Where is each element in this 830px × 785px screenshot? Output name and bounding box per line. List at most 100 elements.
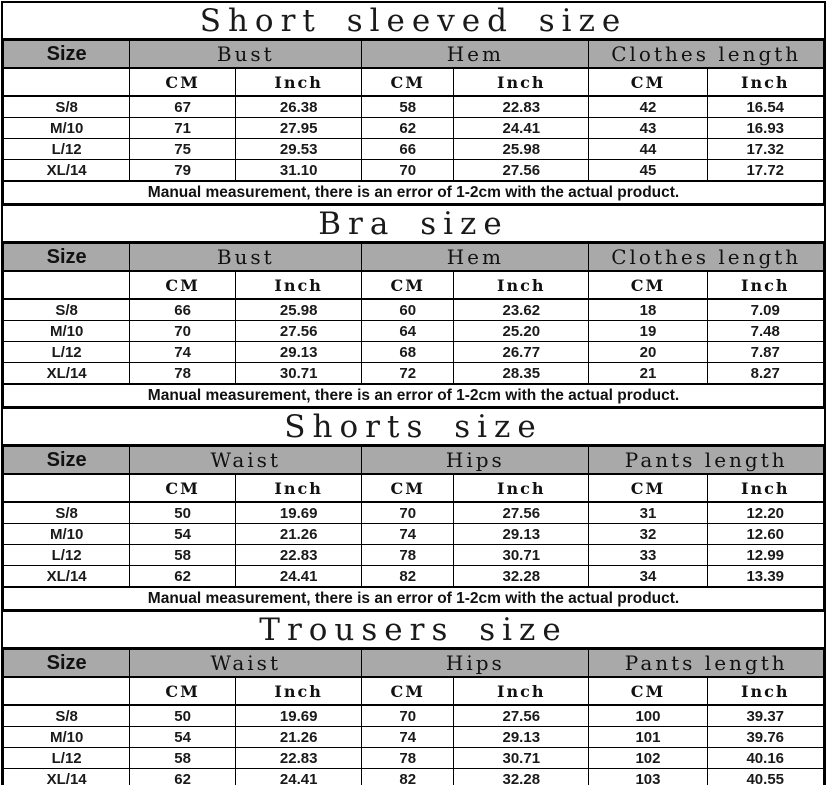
empty-cell bbox=[2, 67, 131, 97]
table-row: XL/14 62 24.41 82 32.28 34 13.39 bbox=[2, 565, 824, 588]
size-column-header: Size bbox=[2, 446, 131, 475]
value-cell: 62 bbox=[129, 565, 237, 588]
value-cell: 24.41 bbox=[235, 768, 363, 785]
size-cell: XL/14 bbox=[2, 768, 131, 785]
value-cell: 12.99 bbox=[706, 544, 824, 566]
value-cell: 12.60 bbox=[706, 523, 824, 545]
value-cell: 22.83 bbox=[453, 95, 590, 118]
cm-unit-label: CM bbox=[588, 67, 708, 97]
value-cell: 29.13 bbox=[453, 726, 590, 748]
value-cell: 27.95 bbox=[235, 117, 363, 139]
cm-unit-label: CM bbox=[361, 473, 455, 503]
value-cell: 40.16 bbox=[706, 747, 824, 769]
inch-unit-label: Inch bbox=[453, 676, 590, 706]
value-cell: 62 bbox=[129, 768, 237, 785]
size-column-header: Size bbox=[2, 649, 131, 678]
value-cell: 34 bbox=[588, 565, 708, 588]
size-cell: M/10 bbox=[2, 726, 131, 748]
cm-unit-label: CM bbox=[129, 270, 237, 300]
value-cell: 16.93 bbox=[706, 117, 824, 139]
group-header: Clothes length bbox=[588, 40, 824, 69]
value-cell: 30.71 bbox=[235, 362, 363, 385]
group-header: Pants length bbox=[588, 446, 824, 475]
table-row: XL/14 62 24.41 82 32.28 103 40.55 bbox=[2, 768, 824, 785]
value-cell: 29.13 bbox=[235, 341, 363, 363]
inch-unit-label: Inch bbox=[235, 67, 363, 97]
size-cell: XL/14 bbox=[2, 362, 131, 385]
cm-unit-label: CM bbox=[588, 270, 708, 300]
chart-title: Short sleeved size bbox=[3, 3, 824, 40]
value-cell: 42 bbox=[588, 95, 708, 118]
value-cell: 74 bbox=[129, 341, 237, 363]
value-cell: 27.56 bbox=[453, 159, 590, 182]
value-cell: 20 bbox=[588, 341, 708, 363]
value-cell: 101 bbox=[588, 726, 708, 748]
inch-unit-label: Inch bbox=[706, 676, 824, 706]
value-cell: 27.56 bbox=[453, 501, 590, 524]
value-cell: 7.09 bbox=[706, 298, 824, 321]
value-cell: 17.32 bbox=[706, 138, 824, 160]
empty-cell bbox=[2, 270, 131, 300]
value-cell: 26.38 bbox=[235, 95, 363, 118]
table-row: L/12 58 22.83 78 30.71 33 12.99 bbox=[2, 544, 824, 566]
inch-unit-label: Inch bbox=[453, 270, 590, 300]
table-row: L/12 58 22.83 78 30.71 102 40.16 bbox=[2, 747, 824, 769]
unit-subheader-row: CM Inch CM Inch CM Inch bbox=[2, 473, 824, 503]
group-header: Pants length bbox=[588, 649, 824, 678]
unit-subheader-row: CM Inch CM Inch CM Inch bbox=[2, 67, 824, 97]
value-cell: 82 bbox=[361, 768, 455, 785]
value-cell: 19 bbox=[588, 320, 708, 342]
value-cell: 22.83 bbox=[235, 747, 363, 769]
size-cell: L/12 bbox=[2, 544, 131, 566]
value-cell: 50 bbox=[129, 501, 237, 524]
value-cell: 25.98 bbox=[235, 298, 363, 321]
cm-unit-label: CM bbox=[129, 67, 237, 97]
cm-unit-label: CM bbox=[361, 676, 455, 706]
size-cell: XL/14 bbox=[2, 565, 131, 588]
cm-unit-label: CM bbox=[129, 676, 237, 706]
inch-unit-label: Inch bbox=[706, 270, 824, 300]
size-cell: M/10 bbox=[2, 523, 131, 545]
table-row: S/8 67 26.38 58 22.83 42 16.54 bbox=[2, 95, 824, 118]
value-cell: 7.87 bbox=[706, 341, 824, 363]
value-cell: 66 bbox=[129, 298, 237, 321]
measurement-note: Manual measurement, there is an error of… bbox=[3, 586, 824, 610]
size-cell: M/10 bbox=[2, 117, 131, 139]
size-cell: S/8 bbox=[2, 704, 131, 727]
size-chart-section: Shorts size Size Waist Hips Pants length CM In… bbox=[2, 409, 824, 612]
value-cell: 25.20 bbox=[453, 320, 590, 342]
value-cell: 22.83 bbox=[235, 544, 363, 566]
inch-unit-label: Inch bbox=[453, 67, 590, 97]
value-cell: 21.26 bbox=[235, 523, 363, 545]
value-cell: 58 bbox=[129, 747, 237, 769]
value-cell: 30.71 bbox=[453, 544, 590, 566]
table-row: M/10 71 27.95 62 24.41 43 16.93 bbox=[2, 117, 824, 139]
value-cell: 31 bbox=[588, 501, 708, 524]
value-cell: 39.76 bbox=[706, 726, 824, 748]
value-cell: 33 bbox=[588, 544, 708, 566]
inch-unit-label: Inch bbox=[453, 473, 590, 503]
size-column-header: Size bbox=[2, 40, 131, 69]
cm-unit-label: CM bbox=[129, 473, 237, 503]
value-cell: 32 bbox=[588, 523, 708, 545]
size-chart-section: Bra size Size Bust Hem Clothes length CM Inch C… bbox=[2, 206, 824, 409]
value-cell: 27.56 bbox=[235, 320, 363, 342]
value-cell: 74 bbox=[361, 523, 455, 545]
value-cell: 25.98 bbox=[453, 138, 590, 160]
value-cell: 64 bbox=[361, 320, 455, 342]
value-cell: 102 bbox=[588, 747, 708, 769]
inch-unit-label: Inch bbox=[235, 270, 363, 300]
cm-unit-label: CM bbox=[361, 270, 455, 300]
table-row: M/10 54 21.26 74 29.13 101 39.76 bbox=[2, 726, 824, 748]
value-cell: 72 bbox=[361, 362, 455, 385]
table-row: M/10 70 27.56 64 25.20 19 7.48 bbox=[2, 320, 824, 342]
value-cell: 45 bbox=[588, 159, 708, 182]
table-row: L/12 74 29.13 68 26.77 20 7.87 bbox=[2, 341, 824, 363]
inch-unit-label: Inch bbox=[235, 473, 363, 503]
inch-unit-label: Inch bbox=[706, 473, 824, 503]
size-cell: L/12 bbox=[2, 341, 131, 363]
empty-cell bbox=[2, 676, 131, 706]
size-cell: XL/14 bbox=[2, 159, 131, 182]
value-cell: 32.28 bbox=[453, 768, 590, 785]
